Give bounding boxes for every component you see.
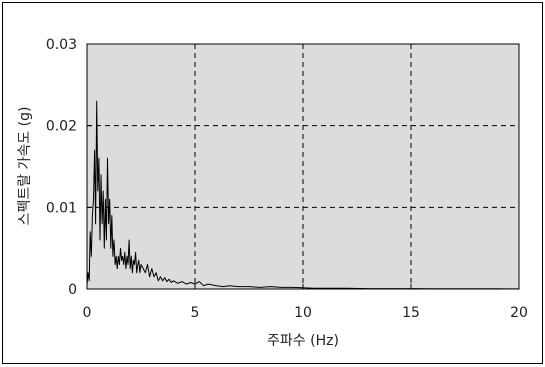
x-tick-label: 20 <box>510 305 528 321</box>
y-tick-label: 0.03 <box>46 37 77 53</box>
grid-lines <box>87 44 519 289</box>
x-tick-label: 10 <box>294 305 312 321</box>
series-group <box>86 100 520 290</box>
x-tick-label: 5 <box>191 305 200 321</box>
y-tick-label: 0.01 <box>46 200 77 216</box>
y-axis-label: 스펙트랄 가속도 (g) <box>17 107 33 226</box>
x-axis-label: 주파수 (Hz) <box>267 333 339 349</box>
chart-frame: 0 5 10 15 20 0 0.01 0.02 0.03 주파수 (Hz) 스펙트랄 가속도… <box>2 2 543 364</box>
x-tick-labels: 0 5 10 15 20 <box>83 305 528 321</box>
x-tick-label: 0 <box>83 305 92 321</box>
y-tick-label: 0.02 <box>46 119 77 135</box>
spectrum-series-line <box>86 100 520 290</box>
y-tick-labels: 0 0.01 0.02 0.03 <box>46 37 77 298</box>
spectral-acceleration-chart: 0 5 10 15 20 0 0.01 0.02 0.03 주파수 (Hz) 스펙트랄 가속도… <box>17 37 528 349</box>
x-tick-label: 15 <box>402 305 420 321</box>
axis-ticks <box>86 43 520 290</box>
y-tick-label: 0 <box>68 282 77 298</box>
